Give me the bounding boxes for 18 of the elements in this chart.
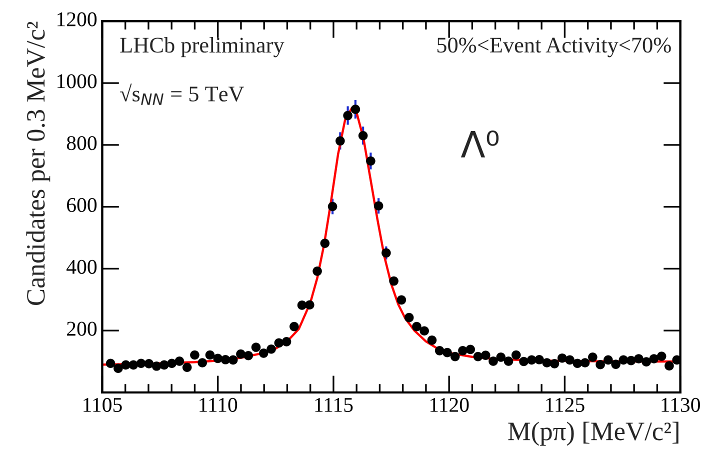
y-tick-label: 1000	[58, 74, 97, 88]
y-tick-label: 800	[66, 136, 97, 150]
y-tick-label: 600	[67, 198, 97, 212]
annotation: Λ⁰	[460, 130, 499, 158]
x-tick-label: 1130	[662, 398, 700, 412]
annotation: √s$_{NN}$ = 5 TeV	[120, 84, 244, 105]
x-axis-title: M(pπ) [MeV/c²]	[508, 422, 678, 446]
annotation: 50%<Event Activity<70%	[437, 38, 671, 58]
y-tick-label: 1200	[58, 12, 97, 26]
x-tick-label: 1125	[546, 398, 584, 412]
y-tick-label: 400	[66, 260, 97, 274]
x-tick-label: 1120	[430, 398, 469, 412]
x-tick-label: 1105	[84, 398, 122, 412]
annotation: LHCb preliminary	[120, 37, 284, 58]
y-axis-title: Candidates per 0.3 MeV/c²	[26, 22, 50, 305]
y-tick-label: 200	[67, 322, 97, 336]
x-tick-label: 1110	[200, 398, 238, 412]
x-tick-label: 1115	[315, 398, 353, 412]
